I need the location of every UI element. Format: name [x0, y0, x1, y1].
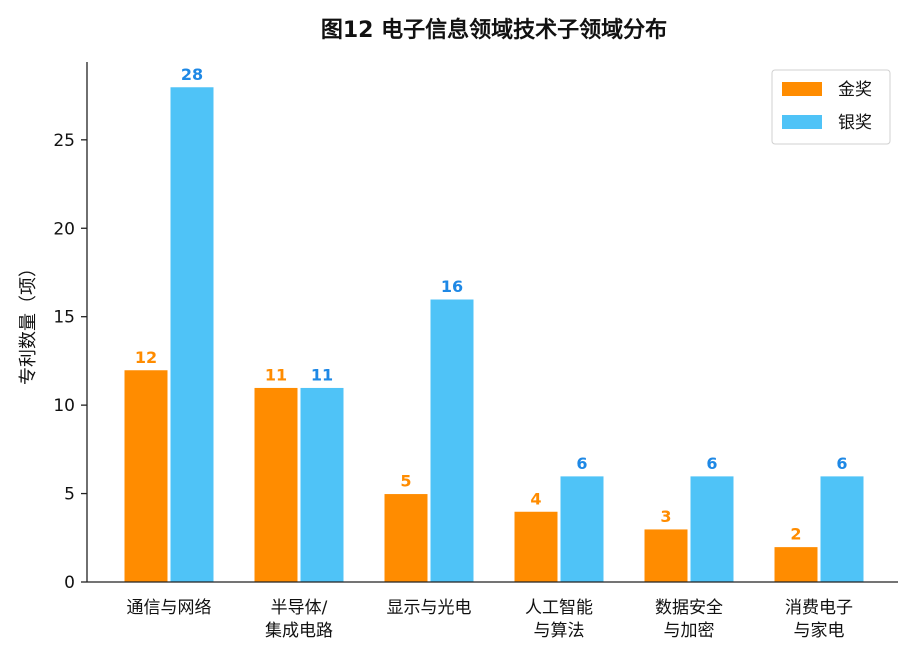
data-label: 4 — [530, 489, 541, 508]
category-label: 显示与光电 — [387, 598, 472, 618]
data-label: 3 — [660, 507, 671, 526]
data-label: 11 — [265, 365, 287, 384]
legend-label: 银奖 — [838, 113, 872, 133]
category-label: 人工智能 — [525, 598, 593, 618]
category-label: 与加密 — [664, 621, 715, 641]
category-label: 半导体/ — [271, 598, 328, 618]
y-tick-label: 20 — [53, 219, 75, 239]
bar — [773, 546, 819, 583]
y-tick-label: 15 — [53, 308, 75, 328]
bar — [169, 86, 215, 583]
legend-swatch — [782, 115, 822, 129]
category-label: 与家电 — [794, 621, 845, 641]
legend-swatch — [782, 82, 822, 96]
category-label: 集成电路 — [265, 621, 333, 641]
bar — [643, 528, 689, 583]
legend-box — [771, 69, 891, 145]
bar — [513, 510, 559, 583]
category-label: 与算法 — [534, 621, 585, 641]
data-label: 28 — [181, 65, 203, 84]
data-label: 12 — [135, 348, 157, 367]
y-tick-label: 10 — [53, 396, 75, 416]
bar — [299, 386, 345, 583]
bar — [689, 475, 735, 583]
data-label: 11 — [311, 365, 333, 384]
bar — [123, 369, 169, 583]
data-label: 6 — [576, 454, 587, 473]
bar — [253, 386, 299, 583]
category-label: 消费电子 — [785, 598, 853, 618]
bar — [383, 493, 429, 583]
y-tick-label: 25 — [53, 131, 75, 151]
data-label: 16 — [441, 277, 463, 296]
y-tick-label: 0 — [64, 573, 75, 593]
bar — [819, 475, 865, 583]
category-label: 通信与网络 — [127, 598, 212, 618]
category-label: 数据安全 — [655, 598, 723, 618]
chart-title: 图12 电子信息领域技术子领域分布 — [321, 17, 667, 43]
y-axis-ticks: 0 5 10 15 20 25 — [53, 131, 87, 593]
y-tick-label: 5 — [64, 485, 75, 505]
data-label: 5 — [400, 472, 411, 491]
data-label: 2 — [790, 525, 801, 544]
y-axis-label: 专利数量（项） — [18, 259, 39, 385]
data-label: 6 — [706, 454, 717, 473]
data-labels: 12 28 11 11 5 16 4 6 3 6 2 6 — [135, 65, 848, 544]
data-label: 6 — [836, 454, 847, 473]
bar — [429, 298, 475, 583]
bars — [123, 86, 865, 583]
bar — [559, 475, 605, 583]
legend-label: 金奖 — [838, 80, 872, 100]
